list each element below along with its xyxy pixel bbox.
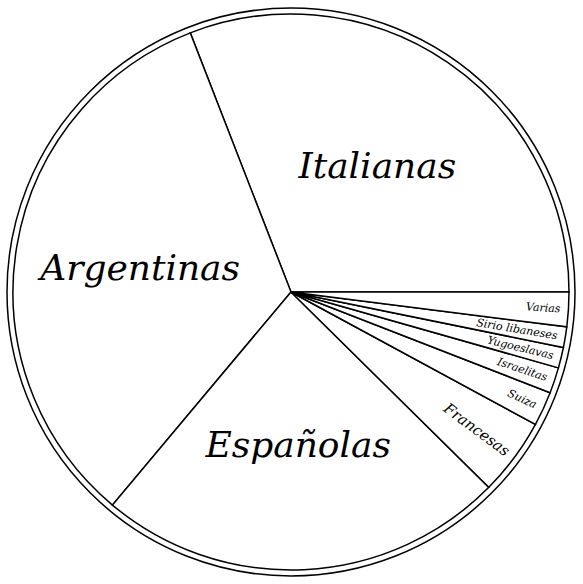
svg-text:Israelitas: Israelitas: [495, 355, 550, 384]
svg-text:Suiza: Suiza: [506, 387, 539, 412]
svg-text:Varias: Varias: [526, 300, 562, 315]
svg-text:Francesas: Francesas: [439, 399, 513, 461]
svg-text:Italianas: Italianas: [297, 145, 456, 186]
svg-text:Españolas: Españolas: [204, 424, 391, 465]
svg-text:Sirio libaneses: Sirio libaneses: [475, 316, 558, 342]
svg-text:Argentinas: Argentinas: [37, 247, 240, 288]
svg-text:Yugoeslavas: Yugoeslavas: [486, 333, 555, 363]
